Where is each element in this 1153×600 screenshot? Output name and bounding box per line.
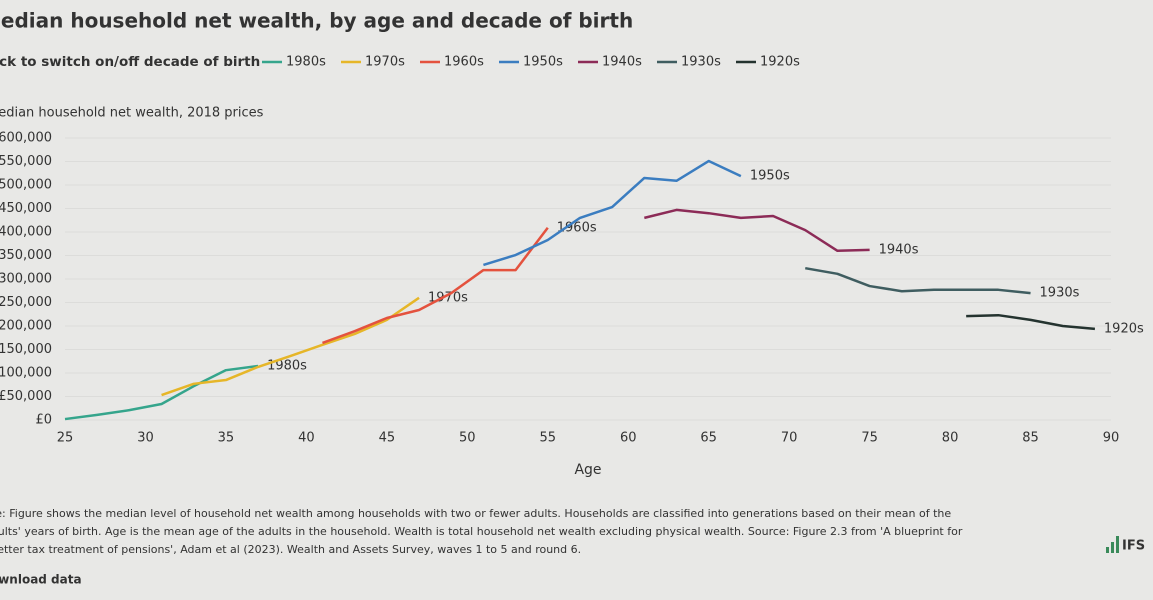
legend-label: 1960s: [444, 55, 484, 70]
x-tick-label: 65: [700, 431, 717, 446]
series-line: [64, 364, 259, 421]
y-tick-label: £50,000: [0, 389, 52, 404]
x-tick-label: 75: [861, 431, 878, 446]
series-line: [161, 296, 420, 397]
legend-item[interactable]: 1920s: [736, 55, 800, 70]
series: 1980s: [64, 358, 307, 421]
series-end-label: 1950s: [750, 169, 790, 184]
x-tick-label: 80: [942, 431, 959, 446]
logo: IFS: [1106, 536, 1145, 554]
x-tick-label: 40: [298, 431, 315, 446]
x-tick-label: 25: [57, 431, 74, 446]
series-end-label: 1940s: [879, 242, 919, 257]
series: 1920s: [966, 313, 1144, 336]
y-tick-label: £350,000: [0, 248, 52, 263]
y-tick-label: £450,000: [0, 201, 52, 216]
series-end-label: 1920s: [1104, 321, 1144, 336]
series-line: [644, 208, 870, 253]
logo-text: IFS: [1122, 539, 1145, 554]
series-end-label: 1980s: [267, 358, 307, 373]
series-end-label: 1930s: [1040, 286, 1080, 301]
chart-title: Median household net wealth, by age and …: [0, 9, 633, 33]
x-tick-label: 45: [379, 431, 396, 446]
legend-hint: Click to switch on/off decade of birth: [0, 54, 260, 70]
x-tick-label: 85: [1022, 431, 1039, 446]
legend-item[interactable]: 1970s: [341, 55, 405, 70]
legend-label: 1950s: [523, 55, 563, 70]
y-axis-label: Median household net wealth, 2018 prices: [0, 106, 264, 121]
y-tick-label: £600,000: [0, 131, 52, 146]
legend-item[interactable]: 1930s: [657, 55, 721, 70]
series-end-label: 1970s: [428, 290, 468, 305]
x-tick-label: 55: [539, 431, 556, 446]
series-end-label: 1960s: [557, 220, 597, 235]
legend-item[interactable]: 1940s: [578, 55, 642, 70]
y-tick-label: £200,000: [0, 319, 52, 334]
series-line: [966, 313, 1096, 331]
legend-label: 1980s: [286, 55, 326, 70]
y-tick-label: £250,000: [0, 295, 52, 310]
series-line: [322, 227, 549, 345]
legend-label: 1930s: [681, 55, 721, 70]
x-tick-label: 35: [218, 431, 235, 446]
x-tick-label: 60: [620, 431, 637, 446]
series: 1940s: [644, 208, 919, 257]
x-axis-label: Age: [574, 462, 601, 478]
logo-bar: [1106, 547, 1109, 553]
legend-label: 1920s: [760, 55, 800, 70]
note-line: adults' years of birth. Age is the mean …: [0, 525, 963, 538]
y-tick-label: £500,000: [0, 178, 52, 193]
x-tick-label: 30: [137, 431, 154, 446]
download-link[interactable]: Download data: [0, 573, 82, 587]
x-tick-label: 70: [781, 431, 798, 446]
legend-label: 1970s: [365, 55, 405, 70]
note-line: Note: Figure shows the median level of h…: [0, 507, 951, 520]
y-tick-label: £150,000: [0, 342, 52, 357]
series: 1930s: [805, 266, 1080, 301]
legend-item[interactable]: 1960s: [420, 55, 484, 70]
y-tick-label: £0: [35, 413, 52, 428]
x-tick-label: 50: [459, 431, 476, 446]
logo-bar: [1111, 542, 1114, 553]
logo-bar: [1116, 536, 1119, 553]
legend-item[interactable]: 1980s: [262, 55, 326, 70]
y-tick-label: £300,000: [0, 272, 52, 287]
y-tick-label: £550,000: [0, 154, 52, 169]
series: 1970s: [161, 290, 468, 397]
note-line: a better tax treatment of pensions', Ada…: [0, 543, 581, 556]
series: 1950s: [483, 159, 790, 267]
y-tick-label: £100,000: [0, 366, 52, 381]
legend-item[interactable]: 1950s: [499, 55, 563, 70]
series-line: [805, 266, 1031, 295]
x-tick-label: 90: [1103, 431, 1120, 446]
series-line: [483, 159, 742, 267]
legend-label: 1940s: [602, 55, 642, 70]
y-tick-label: £400,000: [0, 225, 52, 240]
series: 1960s: [322, 220, 597, 345]
